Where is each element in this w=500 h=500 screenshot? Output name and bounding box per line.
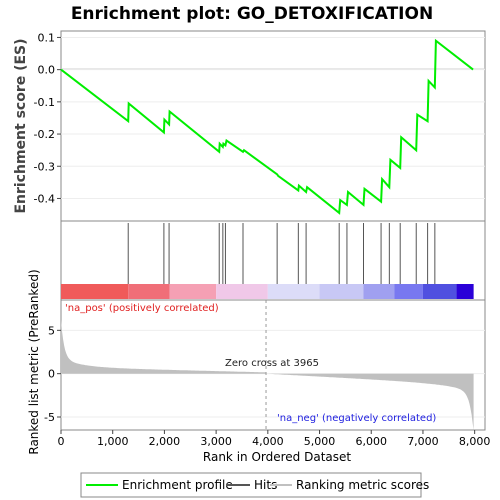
metric-panel [60, 299, 486, 431]
hit-markers [127, 223, 436, 284]
rank-heat-bar [61, 284, 474, 299]
enrichment-profile-line [60, 38, 474, 215]
x-tick-label: 5,000 [304, 435, 336, 448]
heat-segment [363, 284, 395, 299]
x-axis-ticks: 0 1,000 2,000 3,000 4,000 5,000 6,000 7,000 8,00… [58, 430, 491, 448]
heat-segment [456, 284, 474, 299]
es-y-axis-label: Enrichment score (ES) [13, 38, 29, 213]
heat-segment [394, 284, 423, 299]
es-gridlines [61, 36, 485, 199]
x-tick-label: 1,000 [97, 435, 129, 448]
heat-segment [61, 284, 129, 299]
metric-ytick-label: 0 [48, 368, 55, 381]
heat-segment [267, 284, 320, 299]
es-ytick-label: -0.3 [34, 160, 55, 173]
x-tick-label: 3,000 [200, 435, 232, 448]
x-tick-label: 2,000 [149, 435, 181, 448]
na-pos-label: 'na_pos' (positively correlated) [65, 303, 219, 314]
legend-label-enrichment: Enrichment profile [122, 478, 233, 492]
metric-y-ticks: 5 0 -5 [44, 324, 61, 424]
heat-segment [128, 284, 170, 299]
metric-ytick-label: 5 [48, 324, 55, 337]
x-tick-label: 0 [58, 435, 65, 448]
heat-segment [216, 284, 268, 299]
legend-label-hits: Hits [254, 478, 277, 492]
ranking-metric-area [61, 319, 474, 430]
es-ytick-label: -0.1 [34, 96, 55, 109]
metric-ytick-label: -5 [44, 411, 55, 424]
es-y-ticks: 0.1 0.0 -0.1 -0.2 -0.3 -0.4 [34, 31, 61, 205]
x-tick-label: 6,000 [355, 435, 387, 448]
x-tick-label: 4,000 [252, 435, 284, 448]
na-neg-label: 'na_neg' (negatively correlated) [277, 413, 436, 424]
es-ytick-label: -0.2 [34, 128, 55, 141]
es-ytick-label: -0.4 [34, 192, 55, 205]
x-axis-label: Rank in Ordered Dataset [203, 450, 351, 464]
x-tick-label: 7,000 [407, 435, 439, 448]
heat-segment [422, 284, 457, 299]
x-tick-label: 8,000 [459, 435, 491, 448]
es-ytick-label: 0.0 [38, 64, 56, 77]
chart-title: Enrichment plot: GO_DETOXIFICATION [71, 4, 433, 24]
legend-label-ranking: Ranking metric scores [296, 478, 429, 492]
es-panel [60, 30, 486, 222]
zero-cross-label: Zero cross at 3965 [225, 358, 319, 369]
es-ytick-label: 0.1 [38, 31, 56, 44]
metric-y-axis-label: Ranked list metric (PreRanked) [27, 269, 41, 454]
heat-segment [169, 284, 217, 299]
heat-segment [319, 284, 364, 299]
legend-box [80, 472, 422, 498]
